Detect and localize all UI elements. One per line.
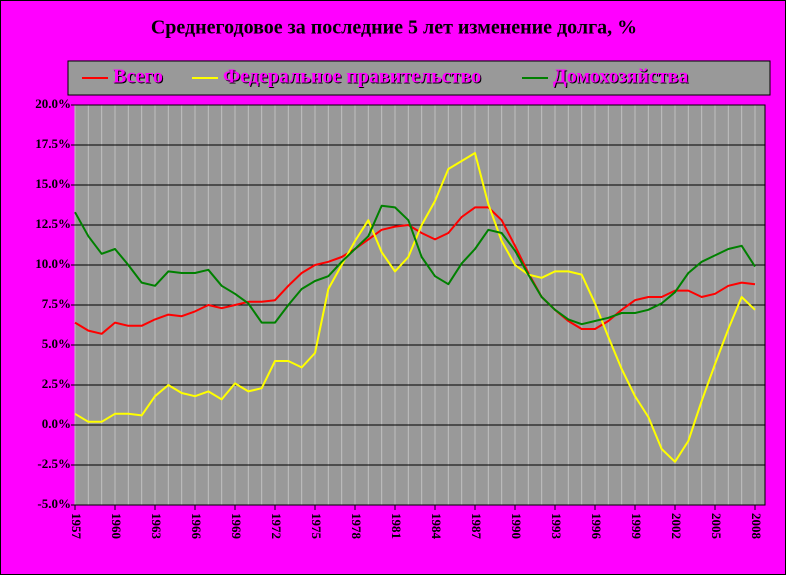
x-tick-label: 2002 [669,513,684,539]
y-tick-label: 0.0% [42,416,71,431]
legend-label: Домохозяйства [553,66,688,88]
x-tick-label: 1987 [469,513,484,540]
x-tick-label: 1990 [509,513,524,539]
x-tick-label: 2005 [709,513,724,540]
x-tick-label: 1966 [189,513,204,540]
y-tick-label: 2.5% [42,376,71,391]
x-tick-label: 1957 [69,513,84,540]
x-tick-label: 1996 [589,513,604,540]
x-tick-label: 1975 [309,513,324,540]
y-tick-label: 12.5% [35,216,71,231]
legend-label-shadow: Всего [114,67,164,89]
y-tick-label: -2.5% [37,456,71,471]
legend-label-shadow: Федеральное правительство [224,67,482,89]
x-tick-label: 1993 [549,513,564,540]
x-tick-label: 1972 [269,513,284,539]
legend-label: Всего [113,66,163,88]
x-tick-label: 1999 [629,513,644,540]
legend [67,60,771,96]
y-tick-label: 5.0% [42,336,71,351]
y-tick-label: 7.5% [42,296,71,311]
line-series [74,204,756,326]
x-tick-label: 1984 [429,513,444,540]
y-tick-label: 15.0% [35,176,71,191]
y-tick-label: -5.0% [37,496,71,511]
line-series [74,206,756,335]
chart-title: Среднегодовое за последние 5 лет изменен… [151,17,637,39]
y-tick-label: 10.0% [35,256,71,271]
x-tick-label: 2008 [749,513,764,540]
x-tick-label: 1960 [109,513,124,539]
x-tick-label: 1969 [229,513,244,540]
legend-label: Федеральное правительство [223,66,481,88]
x-tick-label: 1981 [389,513,404,539]
x-tick-label: 1963 [149,513,164,540]
y-tick-label: 20.0% [35,96,71,111]
y-tick-label: 17.5% [35,136,71,151]
legend-label-shadow: Домохозяйства [554,67,689,89]
x-tick-label: 1978 [349,513,364,540]
